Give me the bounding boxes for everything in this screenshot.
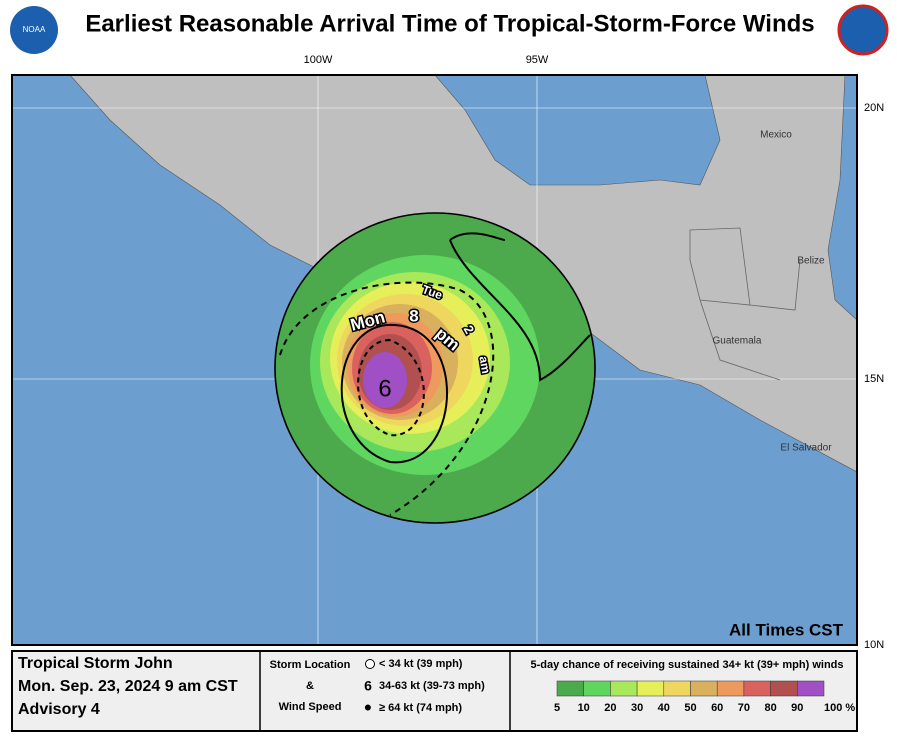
- title: Earliest Reasonable Arrival Time of Trop…: [85, 10, 814, 37]
- scale-swatch: [690, 680, 718, 697]
- scale-label: 100 %: [824, 702, 855, 714]
- scale-label: 10: [578, 702, 590, 714]
- location-title: Wind Speed: [279, 701, 342, 713]
- scale-swatch: [556, 680, 584, 697]
- advisory-date: Mon. Sep. 23, 2024 9 am CST: [18, 678, 238, 695]
- map: 6: [12, 75, 857, 645]
- color-scale: 5 10 20 30 40 50 60 70 80 90 100 %: [554, 680, 855, 714]
- scale-label: 30: [631, 702, 643, 714]
- scale-swatch: [583, 680, 611, 697]
- scale-swatch: [797, 680, 825, 697]
- scale-swatch: [610, 680, 638, 697]
- chance-title: 5-day chance of receiving sustained 34+ …: [531, 659, 844, 671]
- location-item: 34-63 kt (39-73 mph): [379, 680, 485, 692]
- advisory-number: Advisory 4: [18, 701, 100, 718]
- scale-label: 90: [791, 702, 803, 714]
- svg-text:●: ●: [364, 699, 372, 715]
- lat-label: 15N: [864, 373, 884, 385]
- scale-swatch: [743, 680, 771, 697]
- place-label: Mexico: [760, 130, 792, 141]
- storm-symbol: 6: [378, 375, 391, 402]
- location-title: Storm Location: [270, 659, 351, 671]
- scale-label: 80: [764, 702, 776, 714]
- scale-label: 60: [711, 702, 723, 714]
- scale-swatch: [663, 680, 691, 697]
- noaa-logo: [10, 6, 58, 54]
- location-item: < 34 kt (39 mph): [379, 658, 463, 670]
- place-label: Belize: [797, 256, 825, 267]
- nws-logo: [837, 4, 889, 56]
- scale-swatch: [770, 680, 798, 697]
- map-frame: [11, 74, 858, 646]
- place-label: El Salvador: [780, 443, 832, 454]
- svg-text:6: 6: [364, 678, 372, 694]
- time-zone: All Times CST: [729, 620, 844, 639]
- lon-label: 95W: [526, 54, 549, 66]
- noaa-logo-text: NOAA: [23, 25, 46, 34]
- lat-label: 20N: [864, 102, 884, 114]
- scale-label: 5: [554, 702, 560, 714]
- scale-label: 20: [604, 702, 616, 714]
- scale-swatch: [636, 680, 665, 697]
- scale-label: 50: [684, 702, 696, 714]
- lon-label: 100W: [304, 54, 333, 66]
- location-item: ≥ 64 kt (74 mph): [379, 702, 462, 714]
- scale-label: 40: [658, 702, 670, 714]
- place-label: Guatemala: [713, 336, 762, 347]
- lat-label: 10N: [864, 639, 884, 651]
- scale-label: 70: [738, 702, 750, 714]
- storm-name: Tropical Storm John: [18, 655, 173, 672]
- location-title: &: [306, 680, 314, 692]
- scale-swatch: [716, 680, 745, 697]
- contour-label: 8: [409, 306, 418, 325]
- contour-label: am: [476, 355, 493, 375]
